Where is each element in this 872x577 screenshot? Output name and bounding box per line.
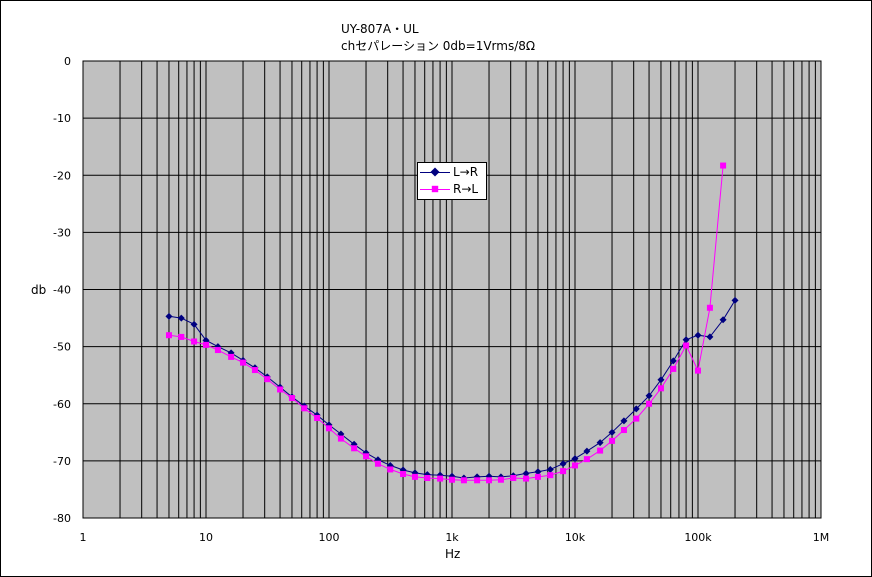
x-tick-label: 100k bbox=[684, 531, 712, 544]
data-point-l-to-r bbox=[559, 460, 567, 468]
legend-symbol-l-to-r bbox=[420, 164, 450, 180]
legend-label-l-to-r: L→R bbox=[453, 165, 479, 179]
data-point-l-to-r bbox=[608, 428, 616, 436]
data-point-l-to-r bbox=[657, 376, 665, 384]
y-tick-label: -50 bbox=[53, 341, 71, 354]
data-point-r-to-l bbox=[583, 456, 590, 463]
x-tick-label: 10 bbox=[199, 531, 213, 544]
data-point-l-to-r bbox=[682, 336, 690, 344]
data-point-l-to-r bbox=[645, 392, 653, 400]
data-point-r-to-l bbox=[203, 341, 209, 348]
data-point-r-to-l bbox=[424, 475, 431, 482]
x-tick-label: 1 bbox=[80, 531, 87, 544]
data-point-r-to-l bbox=[251, 367, 258, 374]
data-point-r-to-l bbox=[214, 347, 221, 354]
data-point-r-to-l bbox=[314, 415, 321, 422]
data-point-r-to-l bbox=[411, 473, 418, 480]
data-point-r-to-l bbox=[288, 395, 295, 402]
data-point-l-to-r bbox=[620, 417, 628, 425]
data-point-r-to-l bbox=[165, 332, 172, 339]
data-point-r-to-l bbox=[400, 471, 407, 478]
x-tick-label: 1M bbox=[813, 531, 830, 544]
y-axis-label: db bbox=[31, 283, 47, 297]
data-point-r-to-l bbox=[240, 359, 247, 366]
legend: L→R R→L bbox=[417, 162, 487, 200]
data-point-r-to-l bbox=[720, 162, 727, 169]
data-point-r-to-l bbox=[374, 460, 381, 467]
legend-symbol-r-to-l bbox=[420, 181, 450, 197]
data-point-l-to-r bbox=[546, 465, 554, 473]
data-point-r-to-l bbox=[560, 468, 567, 475]
y-tick-label: -10 bbox=[53, 112, 71, 125]
data-point-l-to-r bbox=[706, 333, 714, 341]
data-point-r-to-l bbox=[449, 476, 455, 483]
y-tick-label: 0 bbox=[64, 55, 71, 68]
data-point-r-to-l bbox=[609, 437, 616, 444]
data-point-r-to-l bbox=[620, 427, 627, 434]
data-point-r-to-l bbox=[337, 435, 344, 442]
data-point-r-to-l bbox=[264, 376, 271, 383]
data-point-r-to-l bbox=[657, 385, 664, 392]
data-point-l-to-r bbox=[522, 469, 530, 477]
data-point-l-to-r bbox=[534, 468, 542, 476]
chart-title: UY-807A・UL bbox=[341, 22, 419, 36]
data-point-l-to-r bbox=[632, 405, 640, 413]
x-tick-label: 1k bbox=[445, 531, 459, 544]
data-point-r-to-l bbox=[387, 466, 394, 473]
chart-subtitle: chセパレーション 0db=1Vrms/8Ω bbox=[341, 39, 536, 53]
x-tick-label: 100 bbox=[319, 531, 340, 544]
legend-item-r-to-l: R→L bbox=[420, 181, 478, 197]
data-point-l-to-r bbox=[596, 439, 604, 447]
data-point-r-to-l bbox=[486, 477, 493, 484]
legend-item-l-to-r: L→R bbox=[420, 164, 478, 180]
data-point-r-to-l bbox=[497, 476, 504, 483]
data-point-r-to-l bbox=[670, 365, 677, 372]
data-point-r-to-l bbox=[523, 475, 530, 482]
data-point-r-to-l bbox=[534, 473, 541, 480]
data-point-r-to-l bbox=[572, 462, 578, 469]
series-line-r-to-l bbox=[168, 165, 724, 481]
data-point-r-to-l bbox=[228, 353, 235, 360]
data-point-r-to-l bbox=[351, 445, 358, 452]
data-point-r-to-l bbox=[510, 475, 517, 482]
data-point-l-to-r bbox=[583, 447, 591, 455]
data-point-r-to-l bbox=[178, 333, 185, 340]
data-point-r-to-l bbox=[474, 477, 481, 484]
y-tick-label: -80 bbox=[53, 512, 71, 525]
data-point-r-to-l bbox=[683, 342, 690, 349]
x-axis-label: Hz bbox=[445, 547, 461, 561]
data-point-r-to-l bbox=[460, 477, 467, 484]
legend-label-r-to-l: R→L bbox=[453, 182, 479, 196]
data-point-r-to-l bbox=[363, 453, 370, 460]
data-point-r-to-l bbox=[695, 367, 701, 374]
data-point-r-to-l bbox=[326, 425, 332, 432]
data-point-r-to-l bbox=[646, 400, 653, 407]
data-point-r-to-l bbox=[597, 447, 604, 454]
data-point-l-to-r bbox=[165, 312, 173, 320]
y-tick-label: -40 bbox=[53, 284, 71, 297]
y-tick-label: -20 bbox=[53, 169, 71, 182]
data-point-l-to-r bbox=[731, 296, 739, 304]
data-point-r-to-l bbox=[437, 475, 444, 482]
data-point-l-to-r bbox=[571, 455, 579, 463]
data-point-r-to-l bbox=[301, 405, 308, 412]
data-point-r-to-l bbox=[547, 472, 554, 479]
data-point-l-to-r bbox=[177, 314, 185, 322]
y-tick-label: -60 bbox=[53, 398, 71, 411]
y-tick-label: -30 bbox=[53, 226, 71, 239]
data-point-l-to-r bbox=[669, 357, 677, 365]
y-tick-label: -70 bbox=[53, 455, 71, 468]
data-point-r-to-l bbox=[633, 415, 640, 422]
data-point-r-to-l bbox=[191, 338, 198, 345]
data-point-l-to-r bbox=[719, 316, 727, 324]
data-point-r-to-l bbox=[277, 386, 284, 393]
data-point-r-to-l bbox=[706, 304, 713, 311]
data-point-l-to-r bbox=[190, 320, 198, 328]
x-tick-label: 10k bbox=[565, 531, 586, 544]
data-point-l-to-r bbox=[694, 331, 702, 339]
